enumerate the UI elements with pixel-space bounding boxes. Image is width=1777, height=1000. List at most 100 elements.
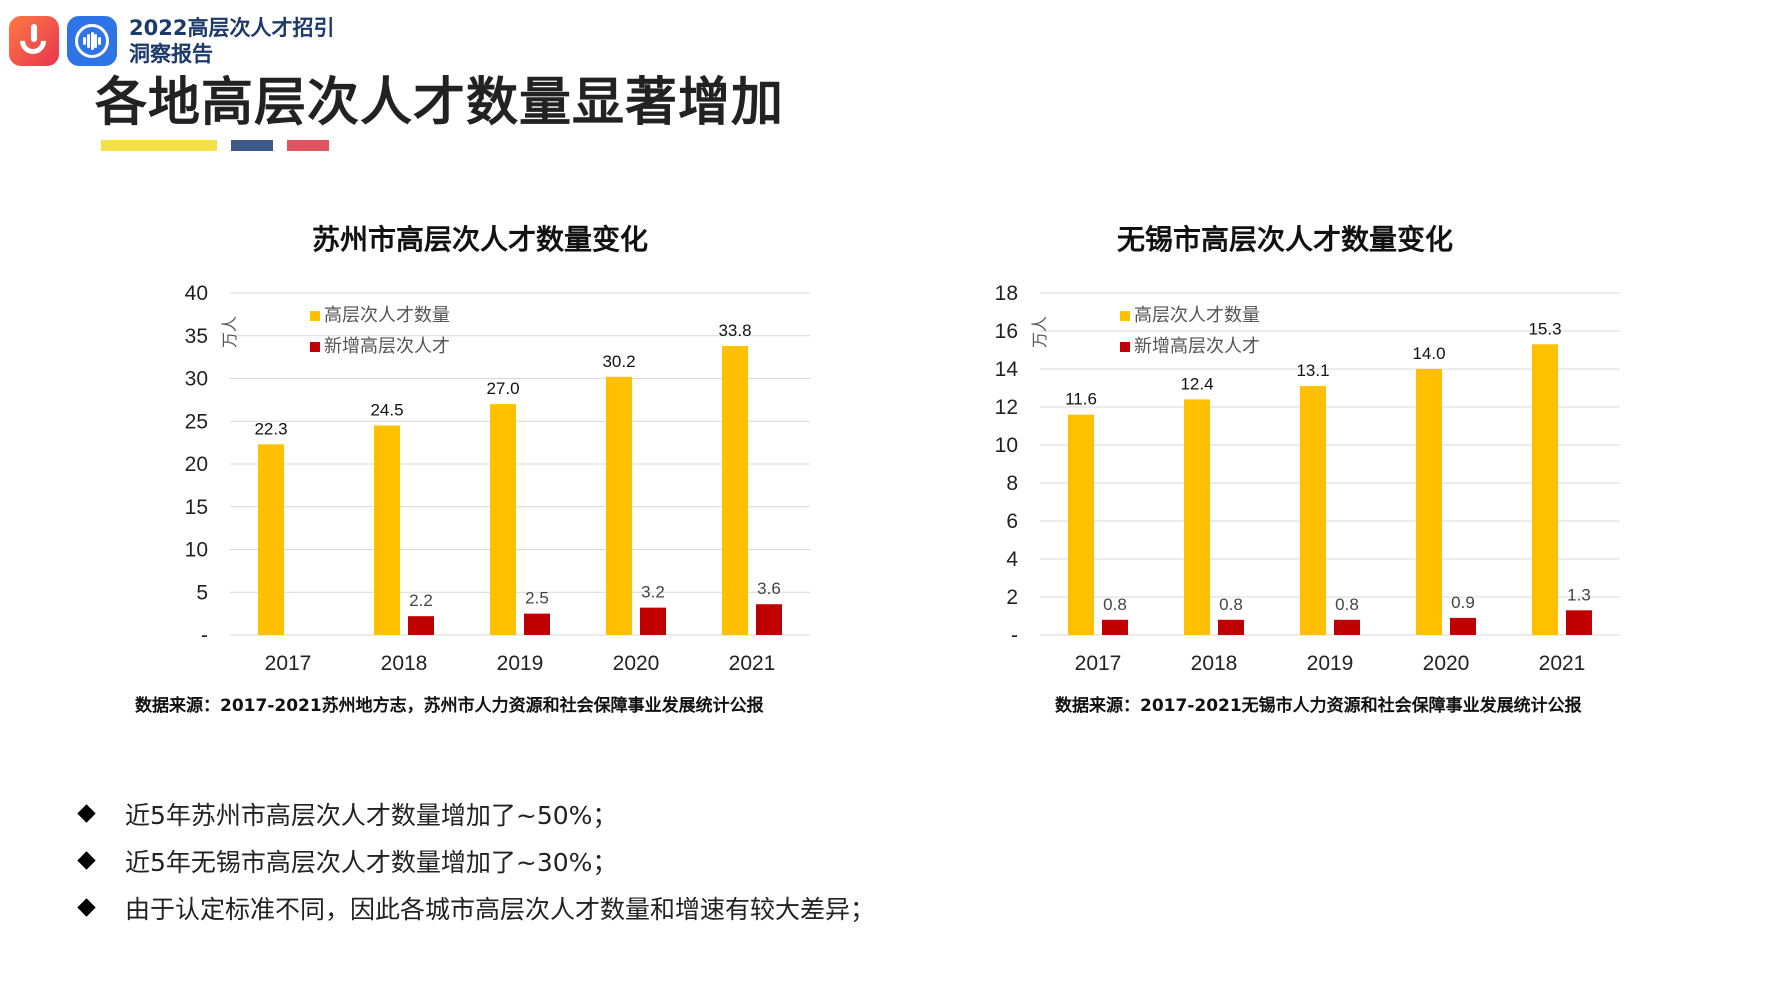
- y-tick-label: -: [201, 624, 208, 647]
- bar-new: [640, 607, 666, 635]
- legend-label: 新增高层次人才: [1134, 336, 1260, 356]
- x-tick-label: 2018: [381, 652, 428, 675]
- bar-new: [1566, 610, 1592, 635]
- y-tick-label: 5: [196, 581, 208, 604]
- data-label: 0.8: [1335, 595, 1359, 614]
- finding-item: 近5年无锡市高层次人才数量增加了~30%；: [75, 837, 875, 884]
- data-label: 0.8: [1219, 595, 1243, 614]
- x-tick-label: 2017: [265, 652, 312, 675]
- legend-label: 高层次人才数量: [1134, 305, 1260, 325]
- y-tick-label: 15: [185, 496, 208, 519]
- report-title-line2: 洞察报告: [129, 42, 213, 66]
- accent-bar-red: [287, 140, 329, 151]
- finding-text: 由于认定标准不同，因此各城市高层次人才数量和增速有较大差异；: [125, 894, 876, 924]
- x-tick-label: 2019: [497, 652, 544, 675]
- page-title: 各地高层次人才数量显著增加: [95, 73, 785, 133]
- report-title-line1: 2022高层次人才招引: [129, 16, 335, 40]
- y-tick-label: 40: [185, 282, 208, 305]
- y-tick-label: 18: [995, 282, 1018, 305]
- bar-new: [524, 613, 550, 635]
- y-tick-label: 16: [995, 320, 1018, 343]
- legend-swatch: [1120, 311, 1130, 321]
- finding-item: 近5年苏州市高层次人才数量增加了~50%；: [75, 790, 875, 837]
- accent-bar-yellow: [101, 140, 217, 151]
- bar-new: [1450, 617, 1476, 635]
- bar-new: [1218, 619, 1244, 635]
- y-tick-label: 10: [185, 539, 208, 562]
- legend-swatch: [310, 342, 320, 352]
- source-note-wuxi: 数据来源：2017-2021无锡市人力资源和社会保障事业发展统计公报: [1055, 696, 1582, 716]
- bar-total: [374, 425, 400, 635]
- x-tick-label: 2021: [729, 652, 776, 675]
- y-tick-label: 6: [1006, 510, 1018, 533]
- data-label: 14.0: [1412, 344, 1445, 363]
- y-tick-label: 14: [995, 358, 1019, 381]
- app-logo-icon: [9, 16, 59, 66]
- bar-total: [1300, 386, 1326, 635]
- y-tick-label: 12: [995, 396, 1018, 419]
- y-tick-label: 8: [1006, 472, 1018, 495]
- bar-total: [1532, 344, 1558, 635]
- x-tick-label: 2018: [1191, 652, 1238, 675]
- data-label: 3.6: [757, 579, 781, 598]
- data-label: 11.6: [1065, 390, 1097, 409]
- data-label: 15.3: [1528, 319, 1561, 338]
- data-label: 22.3: [254, 419, 287, 438]
- x-tick-label: 2019: [1307, 652, 1354, 675]
- diamond-bullet-icon: [77, 898, 96, 917]
- y-tick-label: 25: [185, 410, 208, 433]
- accent-bar-navy: [231, 140, 273, 151]
- y-tick-label: 20: [185, 453, 208, 476]
- data-label: 2.5: [525, 589, 549, 608]
- x-tick-label: 2020: [1423, 652, 1470, 675]
- data-label: 3.2: [641, 583, 665, 602]
- x-tick-label: 2017: [1075, 652, 1122, 675]
- data-label: 33.8: [718, 321, 751, 340]
- finding-text: 近5年无锡市高层次人才数量增加了~30%；: [125, 847, 618, 877]
- data-label: 0.9: [1451, 593, 1475, 612]
- y-tick-label: 4: [1006, 548, 1018, 571]
- y-tick-label: 35: [185, 325, 208, 348]
- bar-total: [258, 444, 284, 635]
- legend-label: 新增高层次人才: [324, 336, 450, 356]
- bar-new: [1102, 619, 1128, 635]
- legend-label: 高层次人才数量: [324, 305, 450, 325]
- key-findings-list: 近5年苏州市高层次人才数量增加了~50%； 近5年无锡市高层次人才数量增加了~3…: [75, 790, 875, 931]
- data-label: 24.5: [370, 401, 403, 420]
- finding-text: 近5年苏州市高层次人才数量增加了~50%；: [125, 800, 618, 830]
- data-label: 2.2: [409, 591, 433, 610]
- y-tick-label: 30: [185, 368, 208, 391]
- source-note-suzhou: 数据来源：2017-2021苏州地方志，苏州市人力资源和社会保障事业发展统计公报: [135, 696, 764, 716]
- unit-label: 万人: [221, 316, 239, 348]
- report-title: 2022高层次人才招引 洞察报告: [129, 15, 334, 67]
- legend-swatch: [1120, 342, 1130, 352]
- bar-total: [490, 404, 516, 635]
- data-label: 30.2: [602, 352, 635, 371]
- finding-item: 由于认定标准不同，因此各城市高层次人才数量和增速有较大差异；: [75, 884, 875, 931]
- diamond-bullet-icon: [77, 804, 96, 823]
- chart-title-suzhou: 苏州市高层次人才数量变化: [311, 223, 648, 256]
- diamond-bullet-icon: [77, 851, 96, 870]
- unit-label: 万人: [1031, 316, 1049, 348]
- x-tick-label: 2020: [613, 652, 660, 675]
- bar-total: [722, 346, 748, 635]
- data-label: 1.3: [1567, 585, 1591, 604]
- voice-logo-icon: [67, 16, 117, 66]
- y-tick-label: 10: [995, 434, 1018, 457]
- y-tick-label: 2: [1006, 586, 1018, 609]
- data-label: 13.1: [1296, 361, 1329, 380]
- y-tick-label: -: [1011, 624, 1018, 647]
- legend-swatch: [310, 311, 320, 321]
- bar-total: [1184, 399, 1210, 635]
- bar-new: [1334, 619, 1360, 635]
- bar-total: [606, 376, 632, 635]
- x-tick-label: 2021: [1539, 652, 1586, 675]
- data-label: 12.4: [1180, 374, 1213, 393]
- data-label: 27.0: [486, 379, 519, 398]
- bar-total: [1068, 414, 1094, 635]
- bar-new: [756, 604, 782, 635]
- bar-total: [1416, 369, 1442, 635]
- data-label: 0.8: [1103, 595, 1127, 614]
